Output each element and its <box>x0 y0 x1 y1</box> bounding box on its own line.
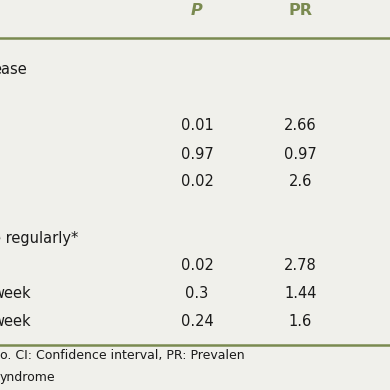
Text: week: week <box>0 314 31 330</box>
Text: o. CI: Confidence interval, PR: Prevalen: o. CI: Confidence interval, PR: Prevalen <box>0 349 245 362</box>
Text: yndrome: yndrome <box>0 372 56 385</box>
Text: 2.78: 2.78 <box>284 259 317 273</box>
Text: ease: ease <box>0 62 27 78</box>
Text: 0.97: 0.97 <box>284 147 317 161</box>
Text: 0.97: 0.97 <box>181 147 213 161</box>
Text: 0.02: 0.02 <box>181 259 213 273</box>
Text: 2.66: 2.66 <box>284 119 317 133</box>
Text: 2.6: 2.6 <box>289 174 312 190</box>
Text: P: P <box>191 3 203 18</box>
Text: 0.24: 0.24 <box>181 314 213 330</box>
Text: e regularly*: e regularly* <box>0 230 78 245</box>
Text: week: week <box>0 287 31 301</box>
Text: PR: PR <box>288 3 312 18</box>
Text: 1.6: 1.6 <box>289 314 312 330</box>
Text: 1.44: 1.44 <box>284 287 317 301</box>
Text: 0.02: 0.02 <box>181 174 213 190</box>
Text: 0.3: 0.3 <box>185 287 209 301</box>
Text: 0.01: 0.01 <box>181 119 213 133</box>
